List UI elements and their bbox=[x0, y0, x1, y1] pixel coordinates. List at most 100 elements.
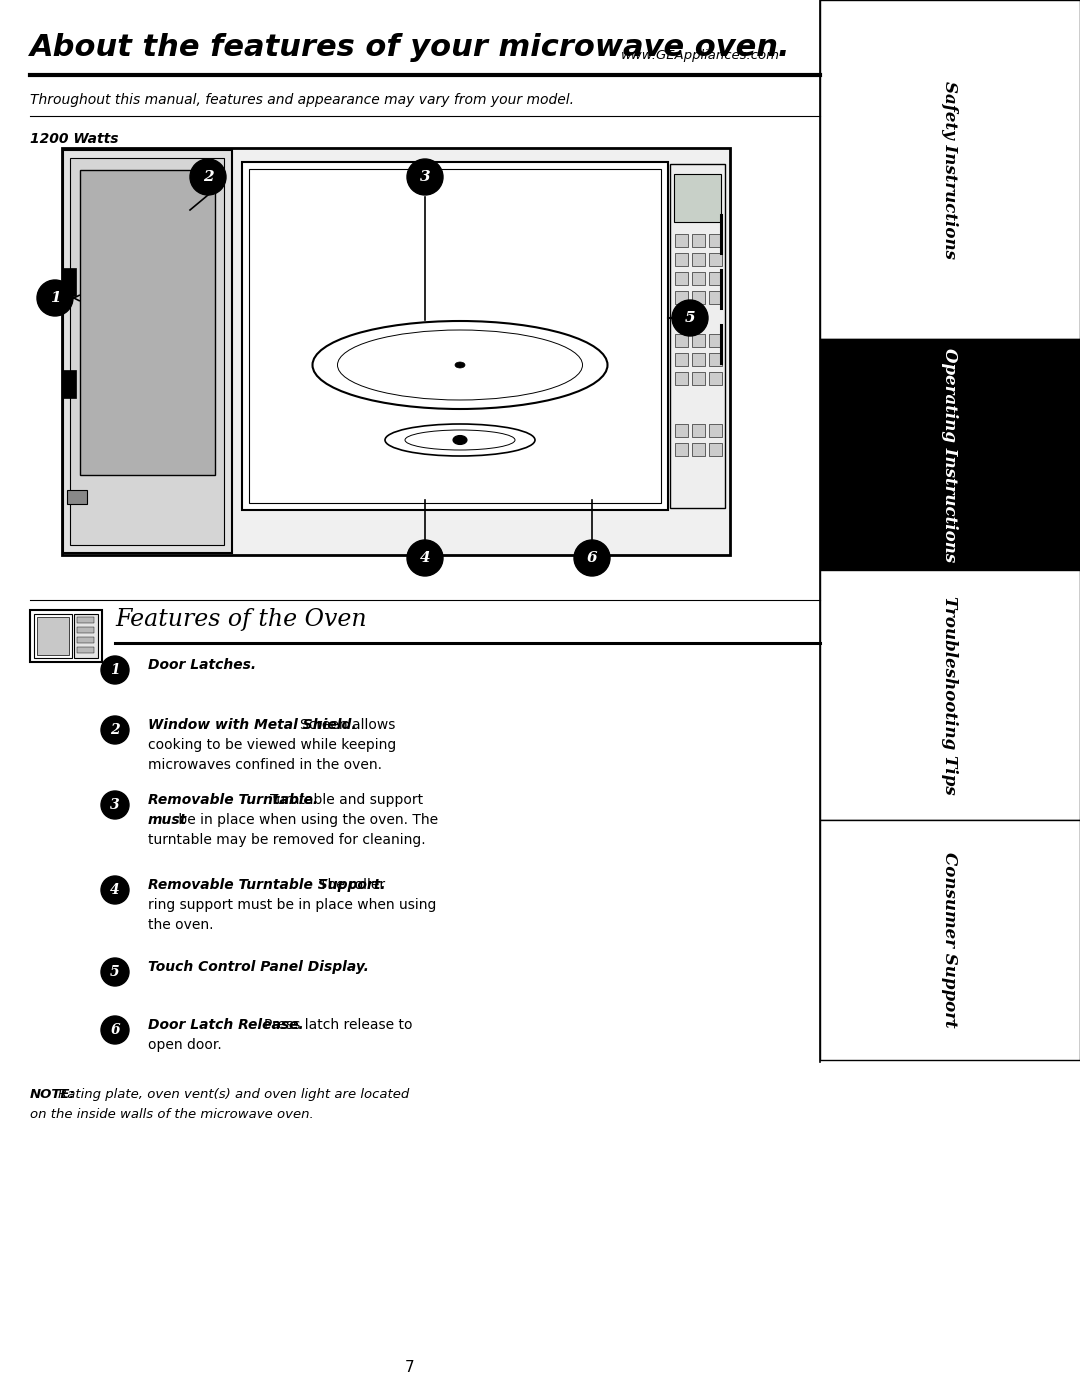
Bar bbox=[708, 372, 723, 386]
Bar bbox=[820, 570, 1080, 820]
Text: open door.: open door. bbox=[148, 1038, 221, 1052]
Bar bbox=[692, 253, 705, 265]
Ellipse shape bbox=[312, 321, 607, 409]
Text: Features of the Oven: Features of the Oven bbox=[114, 608, 366, 631]
Text: 2: 2 bbox=[110, 724, 120, 738]
Circle shape bbox=[102, 1016, 129, 1044]
Text: 1200 Watts: 1200 Watts bbox=[30, 131, 119, 147]
Text: 1: 1 bbox=[110, 664, 120, 678]
Ellipse shape bbox=[337, 330, 582, 400]
Text: Removable Turntable.: Removable Turntable. bbox=[148, 793, 319, 807]
Bar bbox=[30, 610, 102, 662]
Text: Troubleshooting Tips: Troubleshooting Tips bbox=[942, 595, 958, 795]
Bar bbox=[67, 490, 87, 504]
Text: 3: 3 bbox=[420, 170, 430, 184]
Bar bbox=[675, 272, 688, 285]
Text: 7: 7 bbox=[405, 1361, 415, 1375]
Bar bbox=[692, 353, 705, 366]
Text: Turntable and support: Turntable and support bbox=[270, 793, 423, 807]
Bar bbox=[708, 425, 723, 437]
Bar bbox=[77, 647, 94, 652]
Bar bbox=[692, 291, 705, 305]
Circle shape bbox=[407, 541, 443, 576]
Text: Press latch release to: Press latch release to bbox=[264, 1018, 413, 1032]
Text: on the inside walls of the microwave oven.: on the inside walls of the microwave ove… bbox=[30, 1108, 314, 1120]
Bar bbox=[62, 268, 76, 296]
Text: turntable may be removed for cleaning.: turntable may be removed for cleaning. bbox=[148, 833, 426, 847]
Bar bbox=[77, 627, 94, 633]
Bar bbox=[242, 162, 669, 510]
Bar bbox=[692, 443, 705, 455]
Ellipse shape bbox=[405, 430, 515, 450]
Bar bbox=[675, 291, 688, 305]
Text: Operating Instructions: Operating Instructions bbox=[942, 348, 958, 562]
Bar bbox=[63, 149, 232, 553]
Text: Window with Metal Shield.: Window with Metal Shield. bbox=[148, 718, 356, 732]
Circle shape bbox=[190, 159, 226, 196]
Text: Door Latch Release.: Door Latch Release. bbox=[148, 1018, 303, 1032]
Text: be in place when using the oven. The: be in place when using the oven. The bbox=[174, 813, 438, 827]
Text: 3: 3 bbox=[110, 798, 120, 812]
Text: 4: 4 bbox=[110, 883, 120, 897]
Text: Door Latches.: Door Latches. bbox=[148, 658, 256, 672]
Bar bbox=[692, 334, 705, 346]
Ellipse shape bbox=[453, 436, 467, 444]
Bar bbox=[249, 169, 661, 503]
Text: 1: 1 bbox=[50, 291, 60, 305]
Text: cooking to be viewed while keeping: cooking to be viewed while keeping bbox=[148, 738, 396, 752]
Bar bbox=[77, 637, 94, 643]
Circle shape bbox=[407, 159, 443, 196]
Bar bbox=[820, 820, 1080, 1060]
Bar bbox=[708, 353, 723, 366]
Bar bbox=[708, 291, 723, 305]
Bar bbox=[670, 163, 725, 509]
Bar bbox=[708, 443, 723, 455]
Bar bbox=[708, 334, 723, 346]
Text: Touch Control Panel Display.: Touch Control Panel Display. bbox=[148, 960, 369, 974]
Text: www.GEAppliances.com: www.GEAppliances.com bbox=[621, 49, 780, 61]
Bar bbox=[675, 235, 688, 247]
Circle shape bbox=[672, 300, 708, 337]
Circle shape bbox=[102, 876, 129, 904]
Text: Safety Instructions: Safety Instructions bbox=[942, 81, 958, 258]
Bar bbox=[75, 615, 98, 658]
Bar bbox=[62, 148, 730, 555]
Text: Removable Turntable Support.: Removable Turntable Support. bbox=[148, 877, 386, 893]
Text: 6: 6 bbox=[586, 550, 597, 564]
Bar bbox=[62, 370, 76, 398]
Circle shape bbox=[102, 657, 129, 685]
Text: ring support must be in place when using: ring support must be in place when using bbox=[148, 898, 436, 912]
Bar bbox=[820, 0, 1080, 339]
Bar bbox=[33, 615, 72, 658]
Bar bbox=[675, 253, 688, 265]
Text: NOTE:: NOTE: bbox=[30, 1088, 76, 1101]
Bar bbox=[692, 372, 705, 386]
Circle shape bbox=[102, 717, 129, 745]
Text: Consumer Support: Consumer Support bbox=[942, 852, 958, 1028]
Text: Throughout this manual, features and appearance may vary from your model.: Throughout this manual, features and app… bbox=[30, 94, 573, 108]
Text: microwaves confined in the oven.: microwaves confined in the oven. bbox=[148, 759, 382, 773]
Circle shape bbox=[102, 958, 129, 986]
Bar bbox=[80, 170, 215, 475]
Circle shape bbox=[573, 541, 610, 576]
Ellipse shape bbox=[455, 362, 465, 367]
Bar bbox=[692, 235, 705, 247]
Text: The roller: The roller bbox=[319, 877, 384, 893]
Bar bbox=[675, 353, 688, 366]
Text: About the features of your microwave oven.: About the features of your microwave ove… bbox=[30, 34, 791, 61]
Bar bbox=[70, 158, 224, 545]
Text: 6: 6 bbox=[110, 1023, 120, 1037]
Text: the oven.: the oven. bbox=[148, 918, 214, 932]
Text: Rating plate, oven vent(s) and oven light are located: Rating plate, oven vent(s) and oven ligh… bbox=[58, 1088, 409, 1101]
Bar bbox=[675, 372, 688, 386]
Text: 2: 2 bbox=[203, 170, 214, 184]
Bar bbox=[77, 617, 94, 623]
Bar bbox=[708, 253, 723, 265]
Bar bbox=[675, 443, 688, 455]
Text: Screen allows: Screen allows bbox=[300, 718, 396, 732]
Text: 5: 5 bbox=[110, 965, 120, 979]
Circle shape bbox=[102, 791, 129, 819]
Bar bbox=[708, 235, 723, 247]
Bar bbox=[675, 334, 688, 346]
Bar bbox=[674, 175, 721, 222]
